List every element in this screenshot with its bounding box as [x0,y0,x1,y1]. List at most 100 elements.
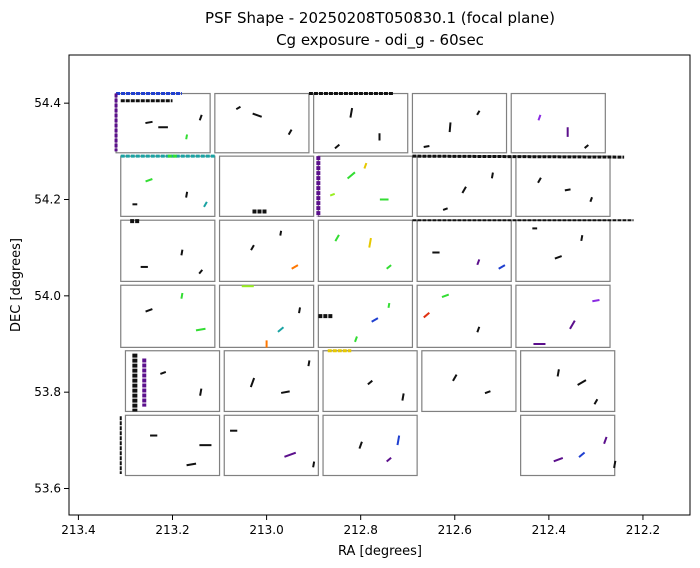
psf-whisker [386,456,392,463]
psf-whisker [186,462,197,467]
psf-whisker [277,326,285,333]
psf-whisker [461,186,467,194]
chip-outline [411,92,508,154]
psf-whisker [584,144,589,149]
psf-whisker [593,398,599,405]
y-tick-label: 54.2 [34,193,61,207]
chip-outline [416,219,512,282]
psf-whisker [554,255,563,260]
x-tick-label: 213.0 [249,523,283,537]
psf-whisker [249,377,256,388]
chip-outline [218,284,315,348]
plot-area: 213.4 213.2 213.0 212.8 212.6 212.4 212.2 53.6 5… [34,54,691,537]
psf-whisker [537,177,542,184]
chip-outline [515,155,611,217]
psf-whisker [180,292,184,299]
y-tick-label: 53.8 [34,385,61,399]
psf-whisker [476,110,481,116]
psf-whisker [284,451,297,458]
psf-whisker [577,379,587,386]
x-axis-label: RA [degrees] [338,544,422,559]
psf-whisker [298,307,302,314]
psf-whisker [235,105,241,111]
y-tick-label: 54.0 [34,289,61,303]
chip-outline [322,350,418,413]
psf-whisker [203,201,208,208]
psf-whisker [363,162,368,169]
psf-whisker [195,327,206,332]
psf-whisker [199,388,203,396]
psf-whisker [250,244,255,251]
psf-whisker [367,379,373,386]
psf-whisker [423,312,430,319]
chip-outline [515,284,611,348]
chip-outline [223,350,319,413]
psf-whisker [354,336,358,343]
psf-whisker [441,293,450,299]
psf-whisker [287,129,293,136]
psf-whisker [334,234,340,242]
psf-whisker [349,107,354,118]
psf-whisker [564,188,571,192]
psf-whisker [401,393,405,401]
y-tick-label: 53.6 [34,482,61,496]
psf-whisker [490,172,494,179]
psf-whisker [307,360,311,367]
psf-whisker [198,269,204,275]
psf-whisker [145,120,153,125]
chip-outline [214,92,310,154]
chip-outline [510,92,606,154]
axes-frame [68,54,691,516]
psf-whisker [553,457,564,463]
psf-whisker [613,460,617,469]
psf-whisker [589,196,593,203]
psf-whisker [537,114,542,121]
psf-whisker [279,230,283,236]
psf-whisker [580,235,584,242]
chip-outline [124,414,221,477]
chip-outline [520,350,616,413]
psf-edge-strip [412,154,625,159]
x-tick-label: 213.4 [61,523,95,537]
psf-whisker [358,441,363,449]
psf-whisker [334,143,341,150]
chip-outline [520,414,616,477]
chip-outline [313,92,409,154]
chip-outline [317,219,414,282]
psf-whisker [556,369,560,377]
psf-whisker [160,370,167,375]
chip-outline [120,284,216,348]
x-tick-label: 212.4 [532,523,566,537]
psf-whisker [386,264,392,270]
psf-whisker [145,308,153,313]
chip-outline [421,350,517,413]
psf-whisker [387,302,391,309]
chip-outline [120,219,216,282]
chip-outline [223,414,319,477]
psf-whisker [498,264,506,270]
psf-whisker [484,390,491,395]
psf-whisker [291,264,299,270]
chip-outline [322,414,418,477]
x-tick-label: 212.6 [438,523,472,537]
psf-whisker [448,122,452,133]
chip-outline [218,219,315,282]
psf-whisker [185,134,189,140]
psf-whisker [145,178,153,183]
psf-whisker [476,326,481,333]
psf-whisker [578,451,586,458]
psf-whisker [476,259,481,266]
psf-whisker [396,435,401,446]
psf-whisker [346,171,356,180]
y-axis-label: DEC [degrees] [9,238,24,332]
chip-outline [124,350,221,413]
chip-outline [120,155,216,217]
psf-whisker [442,207,448,211]
psf-whisker [180,249,184,256]
x-tick-label: 212.2 [626,523,660,537]
chip-outline [115,92,211,154]
chip-outline [416,155,512,217]
y-tick-label: 54.4 [34,96,61,110]
chip-outline [218,155,315,217]
